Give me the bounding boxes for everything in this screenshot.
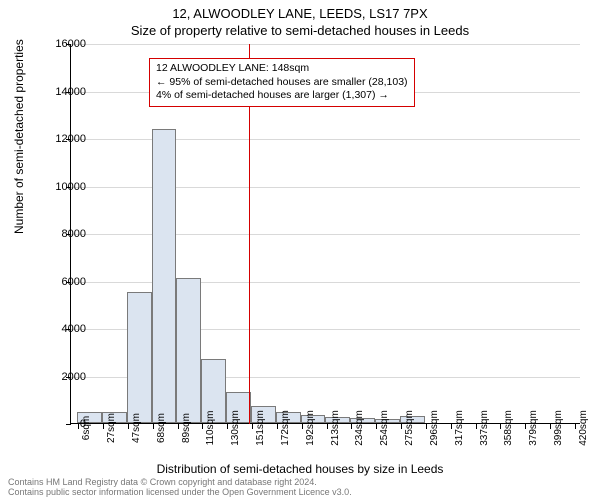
xtick-label: 172sqm	[280, 410, 291, 446]
xtick-mark	[202, 424, 203, 429]
histogram-bar	[152, 129, 177, 424]
xtick-label: 130sqm	[230, 410, 241, 446]
xtick-label: 379sqm	[528, 410, 539, 446]
xtick-mark	[103, 424, 104, 429]
xtick-label: 275sqm	[404, 410, 415, 446]
plot-inner: 6sqm27sqm47sqm68sqm89sqm110sqm130sqm151s…	[70, 44, 580, 424]
xtick-label: 254sqm	[379, 410, 390, 446]
xtick-label: 420sqm	[578, 410, 589, 446]
xtick-label: 192sqm	[305, 410, 316, 446]
x-axis-label: Distribution of semi-detached houses by …	[0, 462, 600, 476]
chart-container: 12, ALWOODLEY LANE, LEEDS, LS17 7PX Size…	[0, 0, 600, 500]
xtick-mark	[476, 424, 477, 429]
footer-line2: Contains public sector information licen…	[8, 488, 352, 498]
histogram-bar	[127, 292, 152, 423]
xtick-mark	[128, 424, 129, 429]
xtick-label: 234sqm	[354, 410, 365, 446]
ytick-label: 14000	[55, 86, 86, 98]
xtick-label: 317sqm	[454, 410, 465, 446]
xtick-mark	[426, 424, 427, 429]
footer-attribution: Contains HM Land Registry data © Crown c…	[8, 478, 352, 498]
xtick-mark	[227, 424, 228, 429]
ytick-label: 12000	[55, 133, 86, 145]
gridline-h	[71, 187, 580, 188]
xtick-mark	[252, 424, 253, 429]
gridline-h	[71, 139, 580, 140]
y-axis-label: Number of semi-detached properties	[12, 39, 26, 234]
xtick-mark	[575, 424, 576, 429]
ytick-label: 6000	[62, 276, 86, 288]
ytick-label: 10000	[55, 181, 86, 193]
ytick-mark	[66, 424, 71, 425]
gridline-h	[71, 282, 580, 283]
xtick-label: 358sqm	[503, 410, 514, 446]
ytick-label: 4000	[62, 323, 86, 335]
gridline-h	[71, 234, 580, 235]
ytick-label: 8000	[62, 228, 86, 240]
xtick-label: 110sqm	[205, 411, 216, 446]
gridline-h	[71, 44, 580, 45]
xtick-mark	[178, 424, 179, 429]
xtick-label: 296sqm	[429, 410, 440, 446]
annotation-box: 12 ALWOODLEY LANE: 148sqm← 95% of semi-d…	[149, 58, 415, 107]
annot-line1: 12 ALWOODLEY LANE: 148sqm	[156, 62, 408, 76]
plot-area: 6sqm27sqm47sqm68sqm89sqm110sqm130sqm151s…	[70, 44, 580, 424]
xtick-label: 213sqm	[330, 410, 341, 446]
xtick-label: 151sqm	[255, 410, 266, 446]
xtick-mark	[550, 424, 551, 429]
ytick-label: 0	[80, 418, 86, 430]
xtick-label: 68sqm	[156, 413, 167, 443]
xtick-label: 27sqm	[106, 413, 117, 443]
chart-title-main: 12, ALWOODLEY LANE, LEEDS, LS17 7PX	[0, 0, 600, 21]
histogram-bar	[176, 278, 201, 423]
ytick-label: 2000	[62, 371, 86, 383]
xtick-label: 337sqm	[479, 410, 490, 446]
annot-line3: 4% of semi-detached houses are larger (1…	[156, 89, 408, 103]
xtick-mark	[302, 424, 303, 429]
xtick-mark	[525, 424, 526, 429]
xtick-mark	[153, 424, 154, 429]
chart-title-sub: Size of property relative to semi-detach…	[0, 21, 600, 38]
xtick-mark	[451, 424, 452, 429]
xtick-label: 89sqm	[181, 413, 192, 443]
xtick-mark	[376, 424, 377, 429]
ytick-label: 16000	[55, 38, 86, 50]
xtick-mark	[401, 424, 402, 429]
xtick-label: 399sqm	[553, 410, 564, 446]
xtick-label: 47sqm	[131, 413, 142, 443]
xtick-mark	[277, 424, 278, 429]
xtick-mark	[500, 424, 501, 429]
xtick-mark	[327, 424, 328, 429]
xtick-mark	[351, 424, 352, 429]
annot-line2: ← 95% of semi-detached houses are smalle…	[156, 76, 408, 90]
